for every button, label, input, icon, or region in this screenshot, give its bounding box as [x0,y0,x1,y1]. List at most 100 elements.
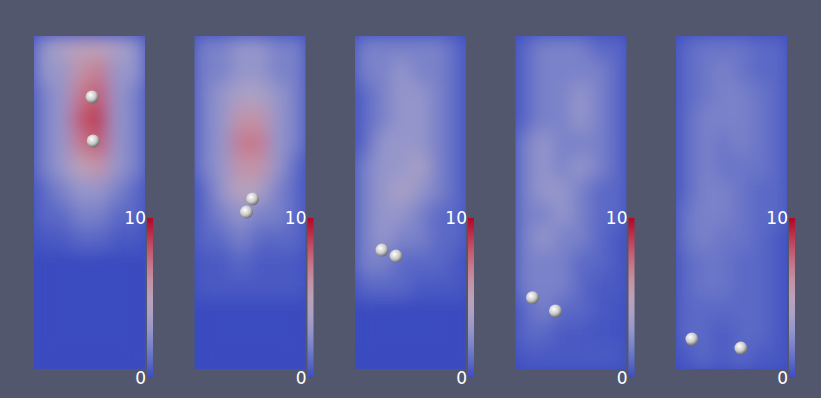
heat-cell [53,84,72,108]
heat-cell [355,84,374,108]
heat-cell [374,107,393,131]
heat-cell [108,250,127,274]
heat-cell [713,36,732,60]
particle [526,291,539,304]
heat-cell [732,226,751,250]
heat-cell [34,345,53,369]
heat-cell [411,179,430,203]
heat-cell [695,60,714,84]
heat-cell [287,298,306,322]
heat-cell [553,36,572,60]
heat-cell [590,60,609,84]
heat-cell [195,131,214,155]
heat-cell [53,60,72,84]
colorbar [629,218,635,378]
heat-cell [571,321,590,345]
heat-cell [732,203,751,227]
heat-cell [53,321,72,345]
heat-cell [448,36,467,60]
heat-cell [71,179,90,203]
heat-cell [448,131,467,155]
heat-cell [676,131,695,155]
heat-cell [516,203,535,227]
heat-cell [695,203,714,227]
heat-cell [108,226,127,250]
heat-cell [71,226,90,250]
panel: 010 [516,36,635,388]
heat-cell [232,250,251,274]
heat-cell [355,298,374,322]
heat-cell [608,226,627,250]
heat-cell [195,298,214,322]
heat-cell [90,60,109,84]
heat-cell [374,84,393,108]
heat-cell [732,36,751,60]
heat-cell [769,250,788,274]
heat-cell [769,179,788,203]
heat-cell [34,321,53,345]
panel: 010 [34,36,153,388]
heat-cell [713,345,732,369]
heat-cell [553,84,572,108]
heat-cell [571,345,590,369]
heat-cell [429,36,448,60]
heat-cell [90,107,109,131]
heat-cell [571,107,590,131]
heat-cell [392,155,411,179]
heat-cell [34,179,53,203]
heat-cell [127,226,146,250]
heat-cell [516,250,535,274]
heat-cell [355,107,374,131]
heat-cell [713,226,732,250]
heat-cell [411,274,430,298]
heat-cell [90,250,109,274]
heat-cell [571,203,590,227]
heat-cell [374,321,393,345]
heat-cell [429,226,448,250]
heat-cell [429,274,448,298]
heat-cell [90,274,109,298]
heat-cell [232,274,251,298]
heat-cell [695,274,714,298]
heat-cell [250,321,269,345]
heat-cell [769,36,788,60]
heat-cell [608,298,627,322]
heat-cell [769,155,788,179]
heat-cell [392,345,411,369]
heat-cell [195,250,214,274]
heat-cell [90,298,109,322]
heat-cell [571,250,590,274]
heat-cell [250,298,269,322]
heat-cell [571,298,590,322]
heat-cell [713,107,732,131]
heat-cell [250,155,269,179]
heat-cell [516,321,535,345]
heat-cell [695,36,714,60]
heat-cell [108,36,127,60]
heat-cell [213,274,232,298]
heat-cell [355,155,374,179]
heat-cell [608,179,627,203]
heat-cell [516,345,535,369]
field [195,36,306,369]
colorbar-tick-label: 0 [456,368,467,388]
heat-cell [429,155,448,179]
heat-cell [411,203,430,227]
heat-cell [213,226,232,250]
heat-cell [71,131,90,155]
heat-cell [411,155,430,179]
heat-cell [127,250,146,274]
heat-cell [53,250,72,274]
heat-cell [195,179,214,203]
heat-cell [411,226,430,250]
heat-cell [429,60,448,84]
colorbar [308,218,314,378]
heat-cell [392,226,411,250]
heat-cell [213,321,232,345]
heat-cell [713,60,732,84]
heat-cell [127,179,146,203]
heat-cell [34,107,53,131]
heat-cell [516,155,535,179]
heat-cell [269,226,288,250]
heat-cell [34,226,53,250]
